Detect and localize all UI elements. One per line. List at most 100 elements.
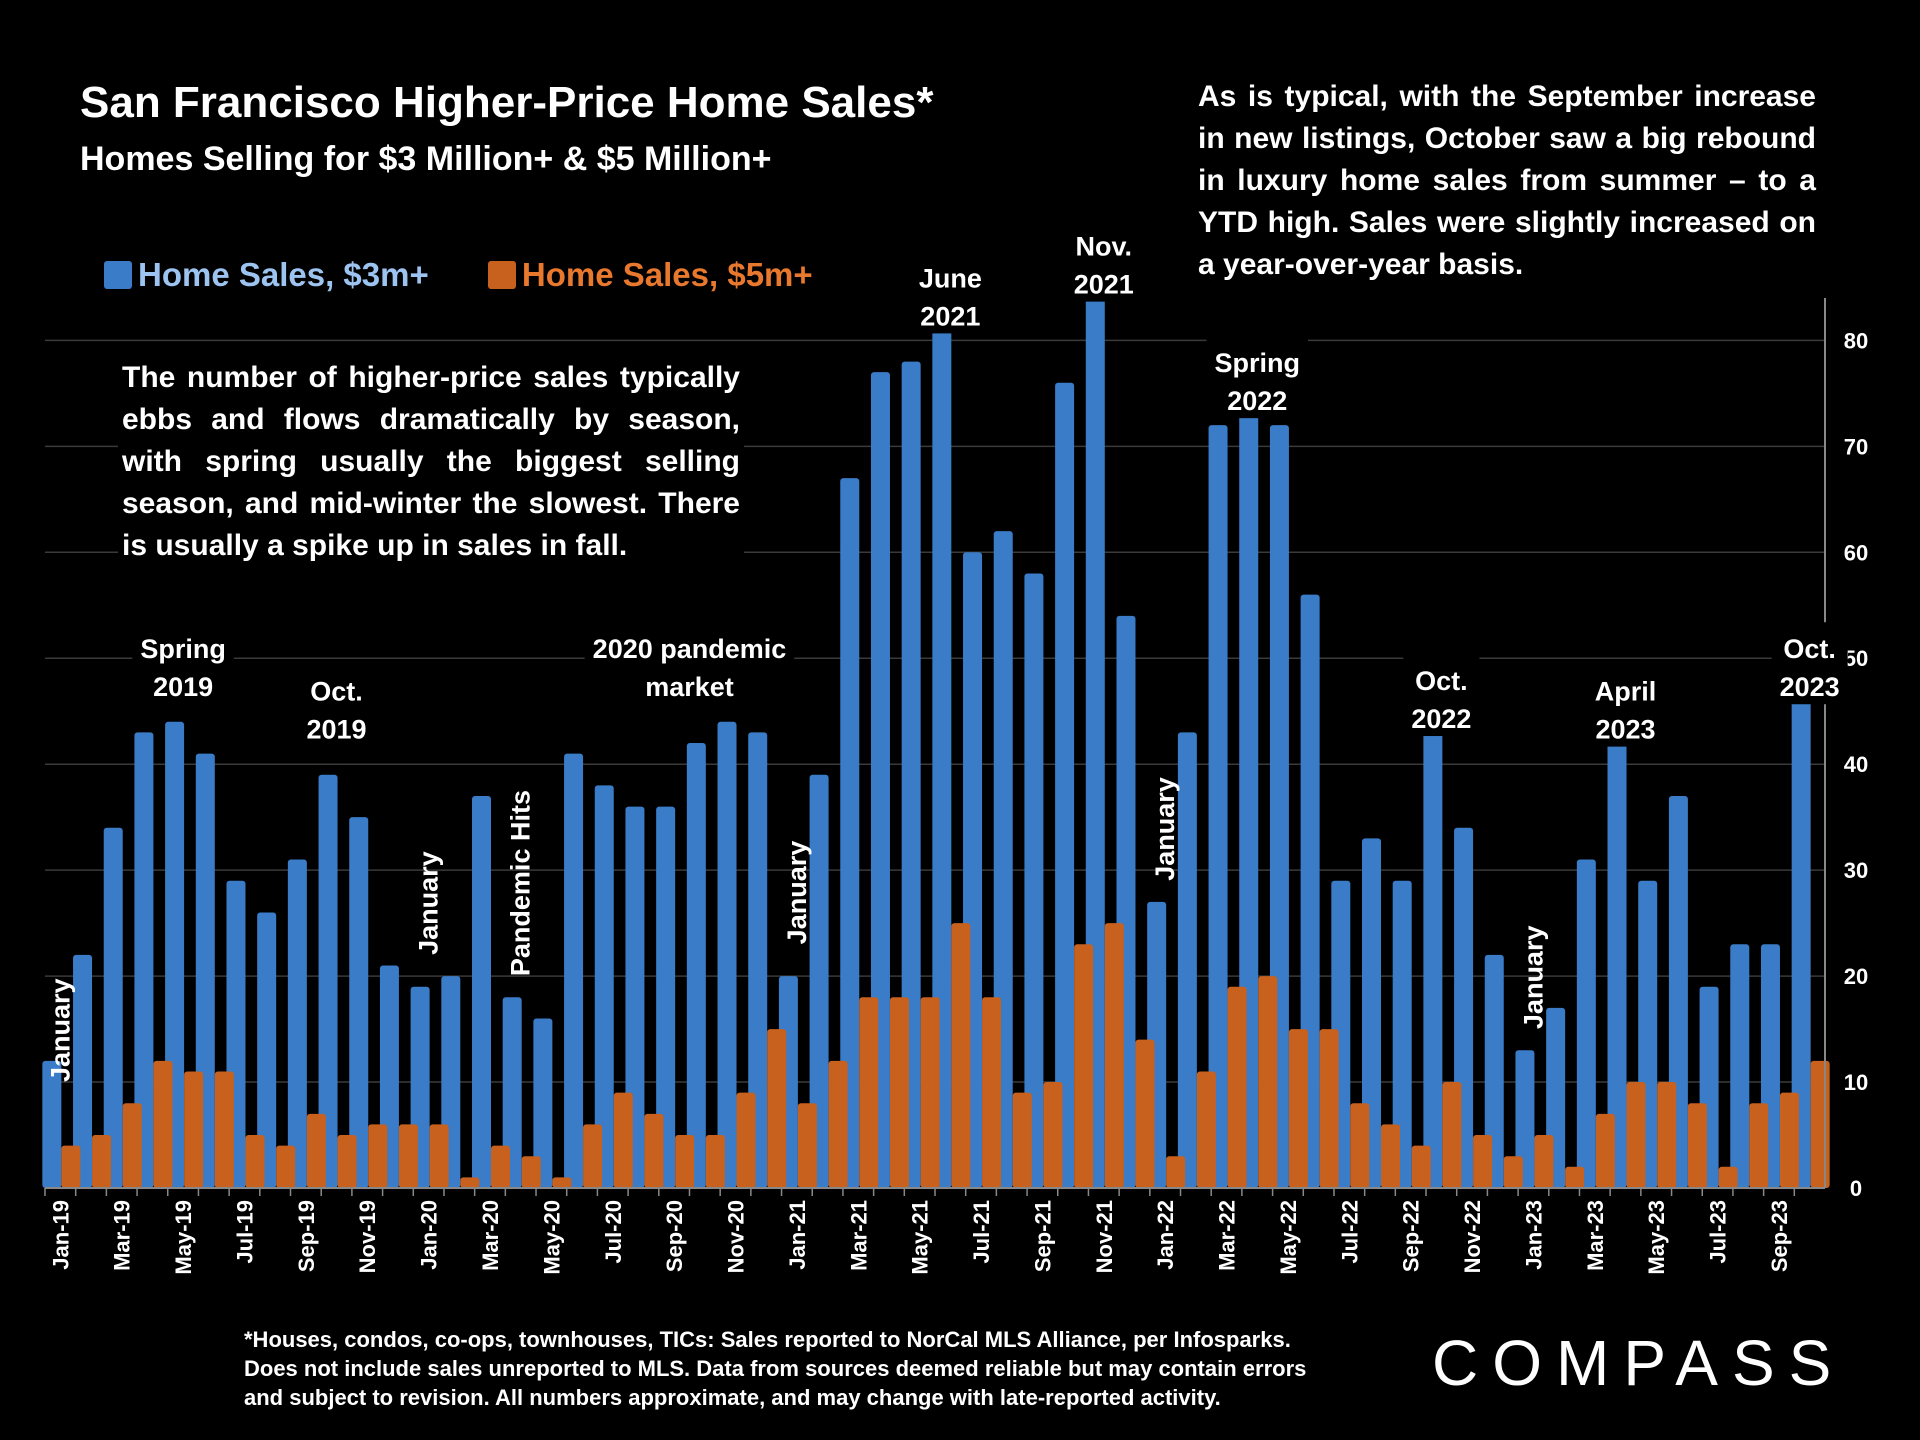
commentary-top: As is typical, with the September increa… — [1198, 80, 1816, 281]
bar-5m — [1442, 1082, 1462, 1188]
annotation-label: April — [1595, 677, 1657, 707]
chart-bars — [42, 298, 1830, 1189]
annotation-label: January — [1150, 777, 1180, 881]
x-tick-label: Jan-20 — [417, 1200, 442, 1270]
bar-3m — [748, 732, 768, 1188]
bar-3m — [840, 478, 860, 1189]
bar-3m — [870, 372, 890, 1189]
legend: Home Sales, $3m+ Home Sales, $5m+ — [104, 256, 863, 294]
annotation-backdrop — [1206, 336, 1308, 419]
annotation-label: market — [645, 672, 734, 702]
annotation-label: 2023 — [1595, 715, 1655, 745]
bar-3m — [1208, 425, 1228, 1189]
y-tick-label: 30 — [1844, 858, 1868, 883]
x-tick-label: Mar-19 — [110, 1200, 135, 1271]
x-tick-label: Sep-22 — [1399, 1200, 1424, 1272]
x-tick-label: May-22 — [1276, 1200, 1301, 1275]
bar-3m — [1484, 954, 1504, 1188]
annotation-label: Spring — [1214, 348, 1300, 378]
x-tick-label: Mar-22 — [1215, 1200, 1240, 1271]
bar-3m — [901, 361, 921, 1189]
annotation-label: January — [782, 841, 812, 945]
annotation-backdrop — [910, 251, 990, 334]
bar-3m — [1362, 838, 1381, 1188]
x-tick-label: Mar-23 — [1583, 1200, 1608, 1271]
bar-5m — [920, 997, 940, 1188]
bar-3m — [1177, 732, 1197, 1188]
bar-5m — [429, 1124, 449, 1188]
bar-5m — [1381, 1124, 1400, 1188]
bar-5m — [245, 1135, 265, 1188]
bar-5m — [613, 1092, 633, 1188]
x-tick-label: Jan-23 — [1521, 1200, 1546, 1270]
x-tick-label: Sep-19 — [294, 1200, 319, 1272]
bar-5m — [982, 997, 1002, 1188]
annotation-label: 2022 — [1227, 386, 1287, 416]
bar-5m — [1258, 976, 1278, 1188]
bar-3m — [1730, 944, 1750, 1188]
bar-5m — [184, 1071, 204, 1188]
annotation-backdrop — [132, 622, 234, 705]
bar-5m — [828, 1060, 848, 1188]
bar-5m — [460, 1177, 480, 1188]
bar-5m — [153, 1060, 173, 1188]
x-tick-label: Mar-21 — [846, 1200, 871, 1271]
annotation-backdrop — [1771, 622, 1848, 705]
legend-swatch-3m — [104, 261, 132, 289]
bar-3m — [809, 774, 829, 1188]
bar-3m — [73, 954, 93, 1188]
bar-5m — [1687, 1103, 1707, 1188]
bar-5m — [1012, 1092, 1032, 1188]
y-tick-label: 60 — [1844, 540, 1868, 565]
bar-5m — [767, 1029, 787, 1188]
y-tick-label: 10 — [1844, 1070, 1868, 1095]
bar-5m — [1473, 1135, 1493, 1188]
bar-5m — [889, 997, 909, 1188]
bar-3m — [932, 329, 952, 1188]
commentary-left: The number of higher-price sales typical… — [118, 357, 744, 567]
bar-5m — [1718, 1166, 1738, 1188]
footnote-line: Does not include sales unreported to MLS… — [244, 1356, 1307, 1381]
x-tick-label: Jul-20 — [601, 1200, 626, 1264]
x-tick-label: Nov-21 — [1092, 1200, 1117, 1273]
bar-5m — [92, 1135, 112, 1188]
bar-5m — [675, 1135, 695, 1188]
bar-5m — [491, 1145, 510, 1188]
x-tick-label: Jul-23 — [1706, 1200, 1731, 1264]
bar-3m — [625, 806, 645, 1188]
y-tick-label: 20 — [1844, 964, 1868, 989]
annotation-label: 2021 — [1074, 270, 1134, 300]
annotation-label: 2023 — [1780, 672, 1840, 702]
annotation-label: January — [1518, 926, 1548, 1030]
bar-5m — [337, 1135, 357, 1188]
compass-logo: COMPASS — [1432, 1327, 1846, 1399]
bar-5m — [1749, 1103, 1769, 1188]
bar-5m — [368, 1124, 388, 1188]
bar-3m — [502, 997, 522, 1188]
x-tick-label: May-23 — [1644, 1200, 1669, 1275]
bar-5m — [1288, 1029, 1308, 1188]
bar-5m — [1657, 1082, 1677, 1188]
bar-5m — [1595, 1113, 1615, 1188]
annotation-backdrop — [584, 622, 795, 705]
y-tick-label: 0 — [1850, 1176, 1862, 1201]
bar-5m — [1503, 1156, 1523, 1188]
x-tick-label: Jul-19 — [232, 1200, 257, 1264]
bar-5m — [61, 1145, 81, 1188]
x-tick-label: Jul-22 — [1337, 1200, 1362, 1264]
bar-3m — [42, 1060, 62, 1188]
annotation-label: Nov. — [1076, 232, 1133, 262]
bar-5m — [122, 1103, 142, 1188]
annotation-backdrop — [1586, 664, 1665, 747]
annotation-label: January — [45, 978, 75, 1082]
bar-3m — [1423, 732, 1443, 1188]
legend-swatch-5m — [487, 261, 516, 289]
bar-5m — [1810, 1060, 1830, 1188]
bar-5m — [1043, 1082, 1063, 1188]
annotation-label: Pandemic Hits — [506, 790, 536, 976]
x-tick-label: May-21 — [908, 1200, 933, 1275]
bar-3m — [686, 743, 706, 1188]
chart-title: San Francisco Higher-Price Home Sales* — [80, 78, 934, 127]
bar-3m — [1576, 859, 1596, 1188]
